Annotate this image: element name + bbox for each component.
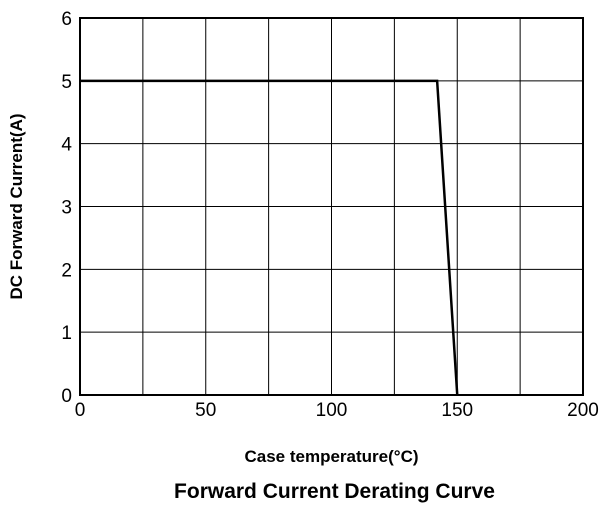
x-tick-label-200: 200 [567,400,599,421]
y-axis-label: DC Forward Current(A) [7,113,26,299]
x-tick-label-0: 0 [75,400,86,421]
x-tick-label-50: 50 [195,400,216,421]
x-tick-labels: 0 50 100 150 200 [75,400,599,421]
y-tick-label-1: 1 [61,323,72,344]
x-tick-label-100: 100 [316,400,348,421]
series-group [80,79,459,396]
y-tick-label-4: 4 [61,135,72,156]
series-line-0 [80,79,459,396]
y-tick-labels: 0 1 2 3 4 5 6 [61,9,72,407]
x-tick-label-150: 150 [441,400,473,421]
y-tick-label-3: 3 [61,198,72,219]
chart-title: Forward Current Derating Curve [174,480,495,503]
grid [79,17,584,396]
y-tick-label-6: 6 [61,9,72,30]
y-tick-label-2: 2 [61,260,72,281]
plot-frame [79,17,584,396]
x-axis-label: Case temperature(°C) [244,447,418,466]
y-tick-label-5: 5 [61,72,72,93]
y-tick-label-0: 0 [61,386,72,407]
